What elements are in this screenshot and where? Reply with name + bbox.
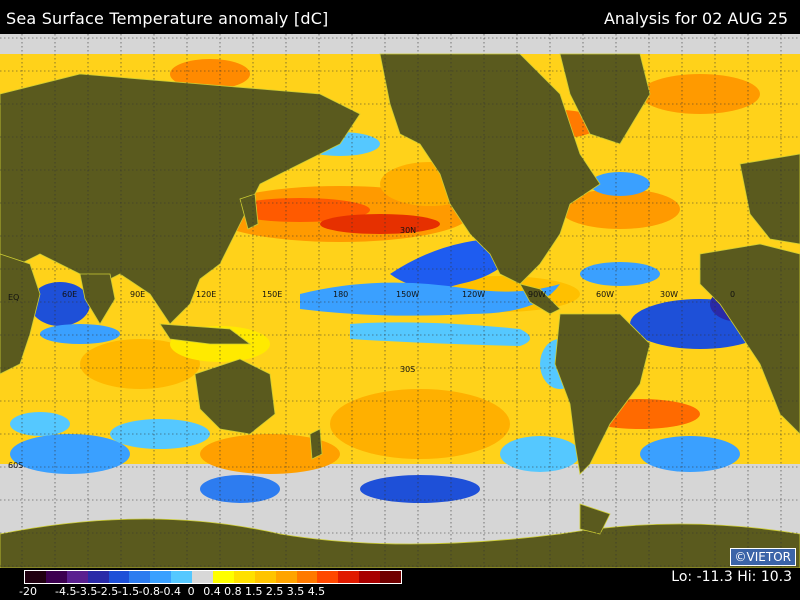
analysis-date: Analysis for 02 AUG 25 [603,9,788,28]
colorbar-tick-label: 1.5 [245,585,263,598]
colorbar-swatch [317,571,339,583]
longitude-label: 150E [262,290,282,299]
colorbar-tick-label: -2.5 [96,585,119,598]
longitude-label: 90W [528,290,546,299]
colorbar-swatch [338,571,360,583]
indonesia-land [159,323,252,345]
colorbar-swatch [45,571,67,583]
colorbar-swatch [150,571,172,583]
latitude-label: 30S [400,365,415,374]
europe-land [739,153,800,245]
colorbar-tick-label: 3.5 [286,585,305,598]
colorbar-tick-label: 4.5 [307,585,326,598]
colorbar-tick-label: -4.5 [55,585,77,598]
longitude-label: 0 [730,290,735,299]
colorbar-tick-label: -20 [19,585,37,598]
map-title: Sea Surface Temperature anomaly [dC] [6,9,329,28]
title-bar: Sea Surface Temperature anomaly [dC] Ana… [0,0,800,34]
colorbar-swatch [66,571,88,583]
north-america-land [379,53,601,285]
africa-east-land [699,243,800,435]
new-zealand-land [309,428,323,460]
colorbar-swatch [233,571,255,583]
colorbar-swatch [296,571,318,583]
longitude-label: 150W [396,290,419,299]
australia-land [194,358,276,435]
colorbar-swatch [192,571,214,583]
latitude-label: 60S [8,461,23,470]
colorbar [24,570,402,584]
latitude-label: 30N [400,226,416,235]
longitude-label: 120E [196,290,216,299]
india-land [79,273,116,325]
longitude-label: 60E [62,290,77,299]
colorbar-tick-label: 0 [187,585,195,598]
longitude-labels: 60E 90E 120E 150E 180 150W 120W 90W 60W 30W 0 [62,290,735,299]
longitude-label: 120W [462,290,485,299]
longitude-label: 30W [660,290,678,299]
land-masses [0,53,800,568]
longitude-label: 60W [596,290,614,299]
latitude-label: EQ [8,293,19,302]
colorbar-tick-label: -0.4 [159,585,181,598]
antarctic-peninsula-land [579,503,611,535]
colorbar-swatch [129,571,151,583]
south-america-land [554,313,651,475]
latitude-labels: 30N EQ 30S 60S [8,226,416,470]
colorbar-tick-label: 0.8 [224,585,242,598]
longitude-label: 180 [333,290,348,299]
colorbar-swatch [254,571,276,583]
colorbar-tick-label: -0.8 [138,585,161,598]
colorbar-swatch [213,571,234,583]
colorbar-tick-label: -3.5 [75,585,98,598]
greenland-land [559,53,651,145]
colorbar-swatch [87,571,109,583]
colorbar-swatch [171,571,193,583]
colorbar-swatch [359,571,381,583]
africa-land [0,253,41,375]
colorbar-swatch [275,571,297,583]
lo-hi-stats: Lo: -11.3 Hi: 10.3 [671,569,792,585]
sst-anomaly-map[interactable]: 60E 90E 120E 150E 180 150W 120W 90W 60W 30W 0 30N E… [0,34,800,568]
colorbar-swatch [108,571,130,583]
colorbar-tick-label: 2.5 [265,585,284,598]
longitude-label: 90E [130,290,145,299]
colorbar-swatch [25,571,46,583]
sea-ice-north [0,34,800,54]
colorbar-tick-label: -1.5 [117,585,140,598]
graticule [0,34,800,568]
colorbar-tick-label: 0.4 [203,585,221,598]
credit-badge: ©VIETOR [729,548,796,566]
colorbar-swatch [380,571,402,583]
